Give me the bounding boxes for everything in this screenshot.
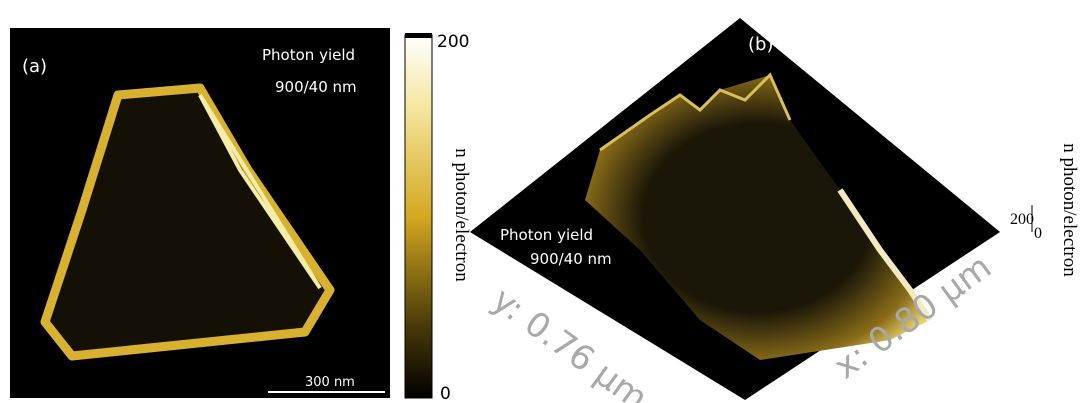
annotation: 900/40 nm (275, 78, 357, 96)
panel-b: (b) Photon yield 900/40 nm y: 0.76 µm x:… (470, 18, 1080, 403)
colorbar-max: 200 (437, 32, 469, 52)
z-title: n photon/electron (1059, 143, 1080, 277)
flake-outline (40, 83, 335, 361)
surface-ridge (599, 72, 792, 152)
panel-label: (b) (748, 34, 773, 55)
bright-edge (198, 93, 322, 290)
panel-label: (a) (22, 56, 47, 77)
z-min: 0 (1034, 225, 1042, 242)
scale-bar-label: 300 nm (305, 375, 355, 390)
colorbar-cap (405, 33, 432, 38)
panel-a: (a) Photon yield 900/40 nm 300 nm 200 0 … (10, 28, 472, 403)
annotation: Photon yield (500, 226, 593, 244)
colorbar-title: n photon/electron (451, 148, 472, 282)
z-max: 200 (1010, 211, 1034, 228)
colorbar (404, 34, 433, 399)
annotation: Photon yield (262, 46, 355, 64)
surface (585, 75, 930, 360)
annotation: 900/40 nm (530, 250, 612, 268)
colorbar-min: 0 (440, 384, 451, 403)
surface-ridge (837, 188, 933, 322)
